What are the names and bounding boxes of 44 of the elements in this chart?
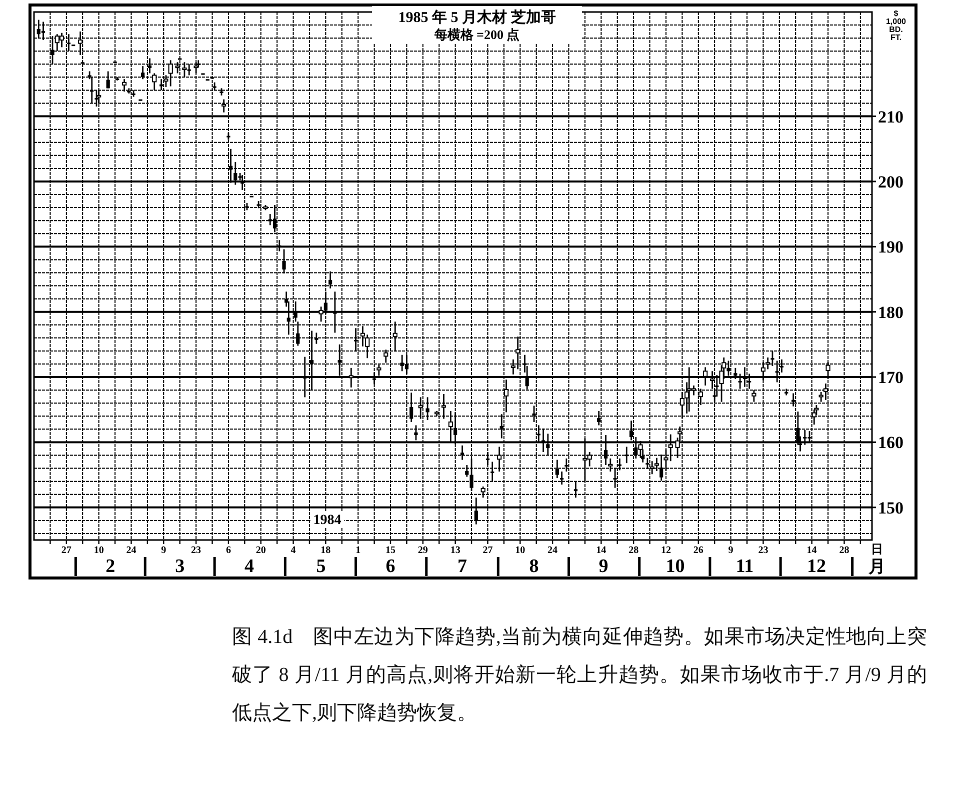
x-tick-label: 9 xyxy=(728,545,734,556)
x-tick-label: 20 xyxy=(256,545,266,556)
x2-tick-label: 5 xyxy=(316,556,326,577)
x-tick-label: 27 xyxy=(482,545,493,556)
x-tick-label: 13 xyxy=(450,545,460,556)
x-tick-label: 28 xyxy=(839,545,850,556)
x-tick-label: 23 xyxy=(191,545,202,556)
x2-tick-label: 7 xyxy=(458,556,468,577)
y-tick-label: 170 xyxy=(878,368,904,388)
x-tick-label: 14 xyxy=(596,545,606,556)
x-tick-label: 15 xyxy=(385,545,396,556)
x-tick-label: 28 xyxy=(628,545,639,556)
annotation: 1984 xyxy=(313,513,342,528)
y-tick-label: 210 xyxy=(878,107,904,126)
x-tick-label: 6 xyxy=(226,545,231,556)
x2-tick-label: 2 xyxy=(106,556,116,577)
x2-tick-label: 8 xyxy=(529,556,539,577)
x2-tick-label: 11 xyxy=(736,556,754,577)
chart-title: 1985 年 5 月木材 芝加哥 xyxy=(398,9,556,26)
x-tick-label: 24 xyxy=(126,545,136,556)
x2-axis-title: 月 xyxy=(868,557,886,576)
y-tick-label: 190 xyxy=(878,238,904,257)
x-tick-label: 23 xyxy=(758,545,768,556)
x-tick-label: 26 xyxy=(693,545,704,556)
x-tick-label: 18 xyxy=(320,545,331,556)
y-tick-label: 200 xyxy=(878,172,904,192)
x-axis-title: 日 xyxy=(871,542,883,556)
y-tick-label: 160 xyxy=(878,433,904,452)
x-tick-label: 24 xyxy=(548,545,558,556)
text: 每横格 =200 点 xyxy=(433,27,520,42)
y-tick-label: 180 xyxy=(878,302,904,322)
x-tick-label: 29 xyxy=(418,545,428,556)
x-tick-label: 10 xyxy=(515,545,526,556)
caption: 图 4.1d 图中左边为下降趋势,当前为横向延伸趋势。如果市场决定性地向上突破了 8 月/11 月的高点,则将开始新一轮上升趋势。如果市场收市于.7 月/9 月的低点之下,则下降趋势恢复。 xyxy=(232,625,927,726)
x-tick-label: 9 xyxy=(161,545,166,556)
x-tick-label: 10 xyxy=(94,545,104,556)
x-tick-label: 14 xyxy=(806,545,817,556)
x-tick-label: 1 xyxy=(356,545,361,556)
x-tick-label: 27 xyxy=(61,545,72,556)
y-tick-label: 150 xyxy=(878,498,904,518)
x-tick-label: 12 xyxy=(660,545,671,556)
x2-tick-label: 3 xyxy=(175,556,185,577)
x-tick-label: 4 xyxy=(290,545,296,556)
y-axis-title: $ 1,000 BD. FT. xyxy=(886,9,907,42)
